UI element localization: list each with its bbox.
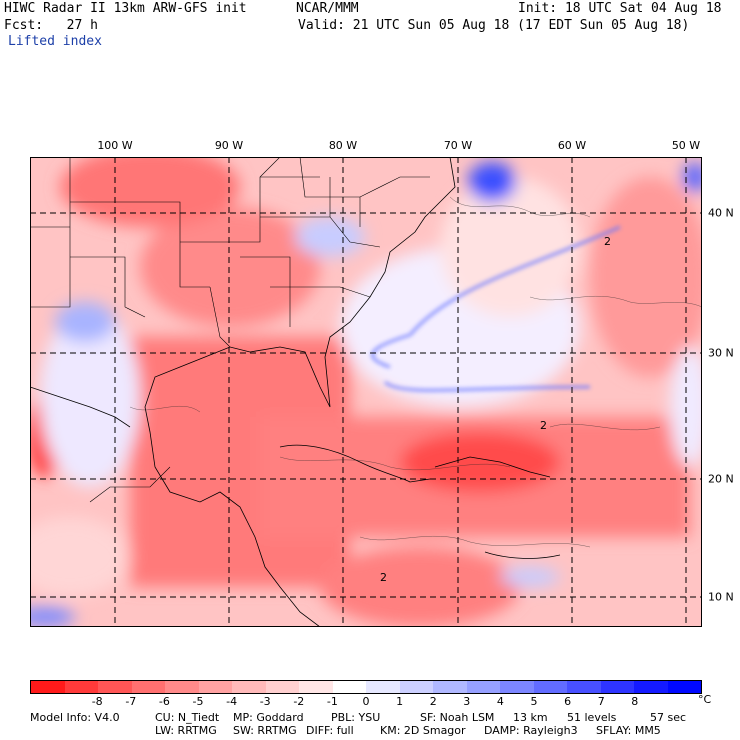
colorbar-unit: °C — [698, 693, 712, 706]
colorbar-tick-label: 2 — [429, 695, 437, 708]
model-title: HIWC Radar II 13km ARW-GFS init — [4, 1, 247, 16]
lon-label-70w: 70 W — [443, 139, 473, 152]
init-time: Init: 18 UTC Sat 04 Aug 18 — [518, 1, 722, 16]
lon-label-90w: 90 W — [214, 139, 244, 152]
lat-label-10n: 10 N — [708, 590, 734, 604]
colorbar-tick-label: -1 — [326, 695, 338, 708]
org-label: NCAR/MMM — [296, 1, 359, 16]
colorbar-box — [433, 681, 467, 693]
forecast-hour: Fcst: 27 h — [4, 18, 98, 33]
state-borders — [30, 157, 430, 503]
contour-label: 2 — [380, 571, 387, 584]
colorbar-box — [366, 681, 400, 693]
sw-scheme: SW: RRTMG — [233, 724, 297, 737]
colorbar-tick-label: -2 — [293, 695, 305, 708]
colorbar-box — [198, 681, 232, 693]
lw-scheme: LW: RRTMG — [155, 724, 217, 737]
colorbar-box — [98, 681, 132, 693]
colorbar-box — [31, 681, 65, 693]
field-shading — [30, 157, 702, 627]
colorbar-box — [567, 681, 601, 693]
diff-scheme: DIFF: full — [306, 724, 354, 737]
contour-label: 2 — [540, 419, 547, 432]
valid-time: Valid: 21 UTC Sun 05 Aug 18 (17 EDT Sun … — [298, 18, 690, 33]
colorbar-tick-label: 0 — [362, 695, 370, 708]
colorbar-box — [131, 681, 165, 693]
cu-scheme: CU: N_Tiedt — [155, 711, 220, 724]
damp-scheme: DAMP: Rayleigh3 — [484, 724, 578, 737]
colorbar-tick-label: 6 — [564, 695, 572, 708]
colorbar-tick-label: 8 — [631, 695, 639, 708]
mp-scheme: MP: Goddard — [233, 711, 304, 724]
lat-label-20n: 20 N — [708, 472, 734, 486]
colorbar-box — [634, 681, 668, 693]
coastlines — [30, 157, 561, 627]
colorbar-box — [600, 681, 634, 693]
field-name: Lifted index — [8, 34, 102, 49]
lat-label-40n: 40 N — [708, 206, 734, 220]
colorbar-box — [399, 681, 433, 693]
colorbar-tick-label: 5 — [530, 695, 538, 708]
colorbar-tick-label: -6 — [158, 695, 170, 708]
colorbar-box — [533, 681, 567, 693]
colorbar-tick-label: -7 — [125, 695, 137, 708]
lat-label-30n: 30 N — [708, 346, 734, 360]
colorbar-box — [265, 681, 299, 693]
colorbar-box — [64, 681, 98, 693]
colorbar-box — [466, 681, 500, 693]
colorbar-tick-label: 4 — [496, 695, 504, 708]
lon-label-50w: 50 W — [671, 139, 701, 152]
colorbar-tick-label: -3 — [259, 695, 271, 708]
model-info: Model Info: V4.0 — [30, 711, 120, 724]
colorbar — [30, 680, 702, 694]
colorbar-box — [667, 681, 701, 693]
colorbar-tick-label: -5 — [192, 695, 204, 708]
lon-label-80w: 80 W — [328, 139, 358, 152]
contour-label: 2 — [604, 235, 611, 248]
colorbar-tick-label: 1 — [396, 695, 404, 708]
colorbar-tick-label: -8 — [91, 695, 103, 708]
levels: 51 levels — [567, 711, 617, 724]
contours — [129, 196, 702, 548]
blue-streak — [371, 225, 621, 392]
colorbar-box — [500, 681, 534, 693]
lon-label-100w: 100 W — [97, 139, 133, 152]
colorbar-tick-label: -4 — [226, 695, 238, 708]
colorbar-tick-label: 3 — [463, 695, 471, 708]
colorbar-box — [165, 681, 199, 693]
colorbar-box — [299, 681, 333, 693]
colorbar-box — [332, 681, 366, 693]
pbl-scheme: PBL: YSU — [331, 711, 381, 724]
sf-scheme: SF: Noah LSM — [420, 711, 495, 724]
contour-labels: 2 2 2 — [380, 235, 611, 584]
lon-label-60w: 60 W — [557, 139, 587, 152]
time-step: 57 sec — [650, 711, 687, 724]
km-scheme: KM: 2D Smagor — [380, 724, 466, 737]
colorbar-tick-label: 7 — [597, 695, 605, 708]
lifted-index-map: 2 2 2 — [30, 157, 702, 627]
map-frame — [30, 157, 702, 627]
resolution: 13 km — [513, 711, 548, 724]
colorbar-box — [232, 681, 266, 693]
sflay-scheme: SFLAY: MM5 — [596, 724, 661, 737]
lat-lon-grid — [30, 157, 702, 627]
